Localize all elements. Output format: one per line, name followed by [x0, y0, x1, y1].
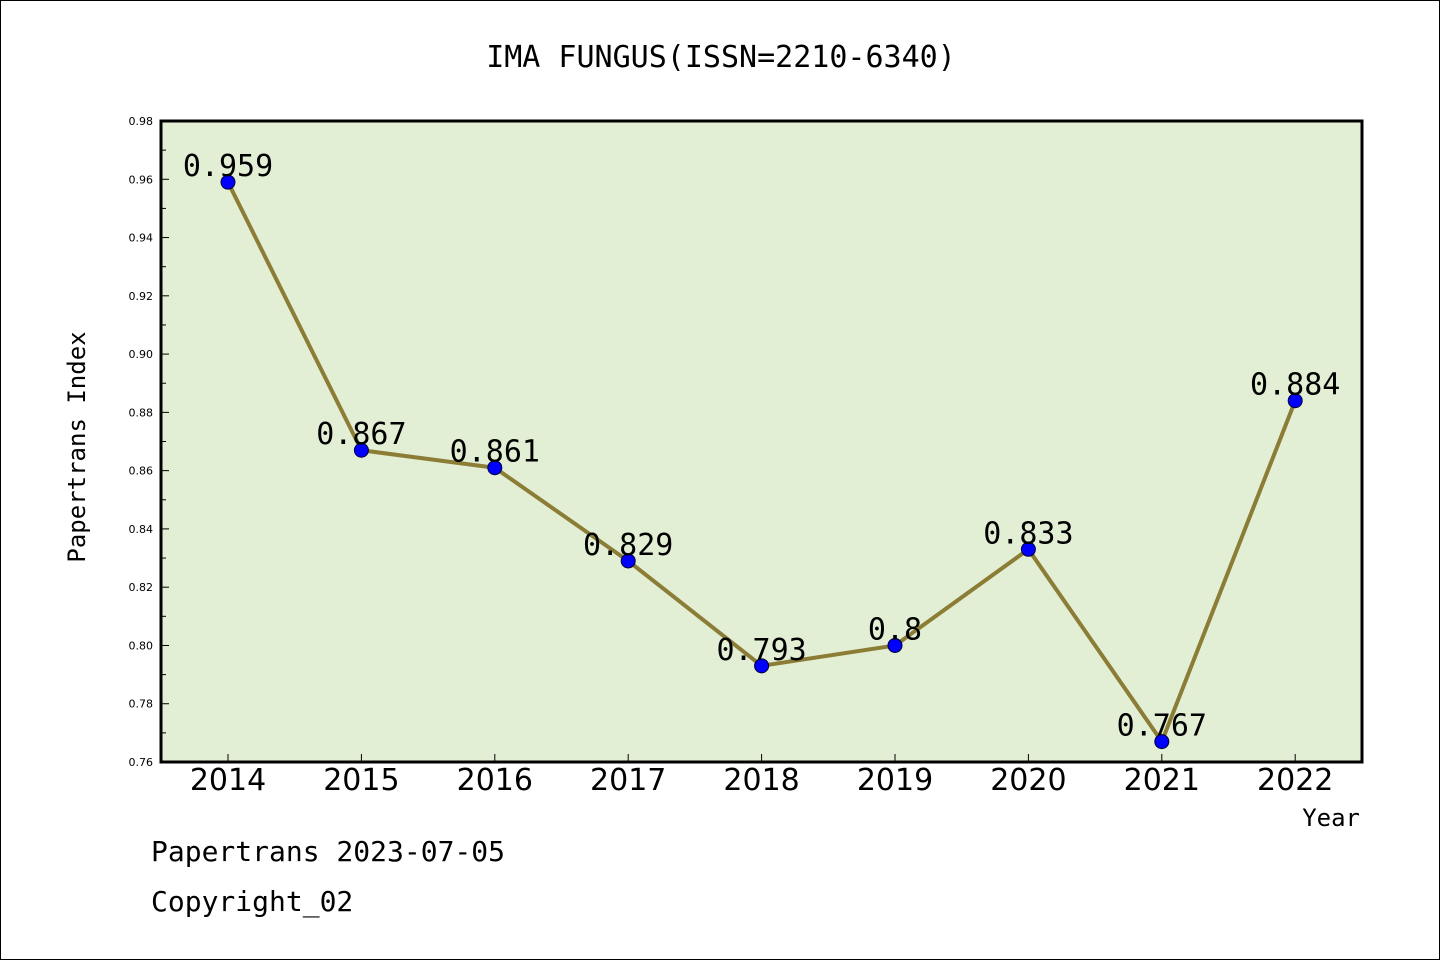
x-tick-label: 2021 — [1124, 763, 1200, 798]
x-tick-label: 2016 — [457, 763, 533, 798]
y-tick-label: 0.96 — [129, 173, 154, 186]
y-tick-label: 0.76 — [129, 756, 154, 769]
footer-date: Papertrans 2023-07-05 — [151, 835, 506, 868]
y-tick-label: 0.90 — [129, 348, 154, 361]
data-point — [754, 658, 770, 674]
data-label: 0.833 — [983, 516, 1073, 551]
x-tick-label: 2017 — [590, 763, 666, 798]
data-point — [487, 460, 503, 476]
data-point — [353, 442, 369, 458]
x-tick-label: 2022 — [1257, 763, 1333, 798]
x-tick-label: 2019 — [857, 763, 933, 798]
data-label: 0.793 — [716, 633, 806, 668]
y-axis-label: Papertrans Index — [63, 331, 91, 562]
data-point — [220, 174, 236, 190]
y-tick-label: 0.82 — [129, 581, 154, 594]
y-tick-label: 0.94 — [129, 232, 154, 245]
chart-title: IMA FUNGUS(ISSN=2210-6340) — [486, 40, 956, 75]
data-point — [887, 637, 903, 653]
data-point — [1154, 734, 1170, 750]
y-tick-label: 0.92 — [129, 290, 154, 303]
x-tick-label: 2015 — [323, 763, 399, 798]
y-axis-ticks: 0.76 0.78 0.80 0.82 0.84 0.86 0.88 0.90 0.92 0.94… — [129, 115, 169, 769]
data-label: 0.8 — [868, 612, 922, 647]
data-label: 0.829 — [583, 528, 673, 563]
y-tick-label: 0.86 — [129, 465, 154, 478]
data-point — [1287, 393, 1303, 409]
plot-area — [161, 121, 1362, 762]
data-point — [1020, 541, 1036, 557]
x-tick-label: 2014 — [190, 763, 266, 798]
y-tick-label: 0.88 — [129, 406, 154, 419]
data-label: 0.861 — [450, 435, 540, 470]
data-markers — [220, 174, 1303, 750]
plot-border — [159, 119, 1364, 764]
x-axis-label: Year — [1302, 804, 1360, 832]
data-point — [620, 553, 636, 569]
y-tick-label: 0.98 — [129, 115, 154, 128]
x-tick-label: 2020 — [990, 763, 1066, 798]
footer-copyright: Copyright_02 — [151, 885, 354, 918]
data-label: 0.884 — [1250, 368, 1340, 403]
y-tick-label: 0.80 — [129, 639, 154, 652]
data-label: 0.959 — [183, 149, 273, 184]
y-tick-label: 0.84 — [129, 523, 154, 536]
y-tick-label: 0.78 — [129, 698, 154, 711]
x-tick-label: 2018 — [723, 763, 799, 798]
data-labels: 0.959 0.867 0.861 0.829 0.793 0.8 0.833 0.767 0.… — [183, 149, 1341, 743]
data-label: 0.867 — [316, 417, 406, 452]
x-axis-ticks: 2014 2015 2016 2017 2018 2019 2020 2021 2022 — [190, 754, 1333, 798]
data-label: 0.767 — [1117, 709, 1207, 744]
